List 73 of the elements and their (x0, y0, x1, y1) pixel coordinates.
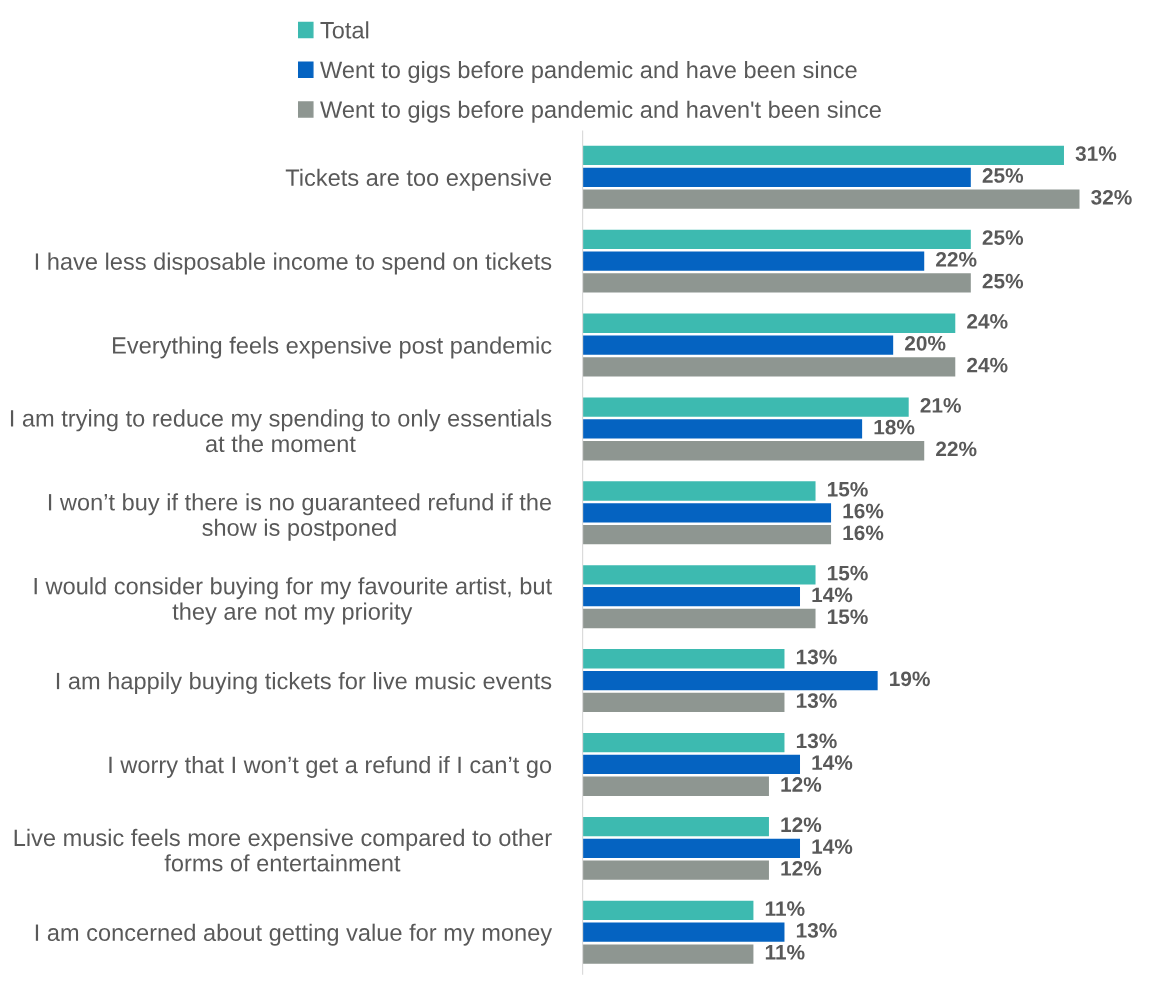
data-label: 16% (843, 525, 884, 541)
data-label: 14% (812, 755, 853, 771)
bar (582, 670, 878, 691)
bar (582, 229, 971, 249)
bar (582, 860, 769, 880)
data-label: 13% (796, 649, 837, 665)
bar (582, 145, 1064, 166)
y-tick-label: I would consider buying for my favourite artist, but they are not my priority (34, 577, 552, 625)
data-label: 15% (827, 565, 868, 581)
data-label: 25% (982, 168, 1024, 183)
data-label: 22% (936, 252, 977, 267)
bar (582, 419, 863, 439)
data-label: 21% (920, 397, 961, 413)
data-label: 31% (1075, 146, 1117, 162)
data-label: 18% (874, 419, 915, 435)
bar (582, 481, 816, 501)
bar (582, 503, 832, 523)
y-tick-label: I am concerned about getting value for my money (35, 923, 553, 946)
bar (582, 565, 816, 585)
data-label: 14% (812, 839, 853, 854)
data-label: 25% (982, 273, 1024, 289)
y-tick-label: I have less disposable income to spend on tickets (35, 252, 552, 275)
legend-label: Went to gigs before pandemic and have been since (320, 60, 857, 83)
bar (582, 587, 801, 607)
y-tick-label: I won’t buy if there is no guaranteed refund if the show is postponed (48, 493, 552, 541)
bar (582, 608, 816, 629)
data-label: 12% (781, 777, 822, 792)
bar (582, 900, 754, 921)
y-tick-label: Everything feels expensive post pandemic (113, 336, 552, 359)
bar (582, 313, 956, 333)
data-label: 12% (781, 860, 822, 876)
bar (582, 167, 971, 187)
bar (582, 692, 785, 713)
bar (582, 816, 769, 837)
bar (582, 649, 785, 669)
y-tick-label: Live music feels more expensive compared to other forms of entertainment (14, 828, 552, 872)
data-label: 15% (827, 609, 868, 625)
data-label: 12% (781, 817, 822, 833)
bar (582, 441, 925, 461)
y-tick-label: I am trying to reduce my spending to only essentials at the moment (10, 409, 552, 453)
bar (582, 922, 785, 942)
bar (582, 397, 909, 417)
data-label: 15% (827, 481, 868, 497)
data-label: 32% (1091, 189, 1132, 205)
bar (582, 838, 801, 858)
y-tick-label: I worry that I won’t get a refund if I can’t go (109, 755, 552, 778)
bar (582, 776, 769, 796)
data-label: 20% (905, 335, 946, 351)
data-label: 22% (936, 441, 977, 457)
bar (582, 944, 754, 964)
data-label: 13% (796, 733, 837, 749)
legend-label: Total (320, 21, 369, 39)
data-label: 13% (796, 923, 837, 938)
data-label: 13% (796, 693, 837, 709)
bar (582, 251, 925, 271)
bar (582, 335, 894, 355)
data-label: 24% (967, 357, 1008, 373)
bar (582, 273, 971, 293)
y-tick-label: Tickets are too expensive (285, 168, 552, 191)
y-tick-label: I am happily buying tickets for live music events (56, 672, 552, 695)
bar (582, 524, 832, 545)
data-label: 11% (765, 944, 805, 960)
data-label: 19% (890, 671, 930, 687)
bar (582, 189, 1080, 209)
bar (582, 754, 801, 775)
data-label: 24% (967, 314, 1008, 329)
data-label: 16% (843, 503, 884, 519)
legend-label: Went to gigs before pandemic and haven't been since (320, 100, 881, 123)
bar (582, 357, 956, 377)
data-label: 14% (812, 587, 853, 603)
data-label: 25% (982, 230, 1024, 245)
data-label: 11% (765, 901, 805, 916)
bar (582, 733, 785, 753)
